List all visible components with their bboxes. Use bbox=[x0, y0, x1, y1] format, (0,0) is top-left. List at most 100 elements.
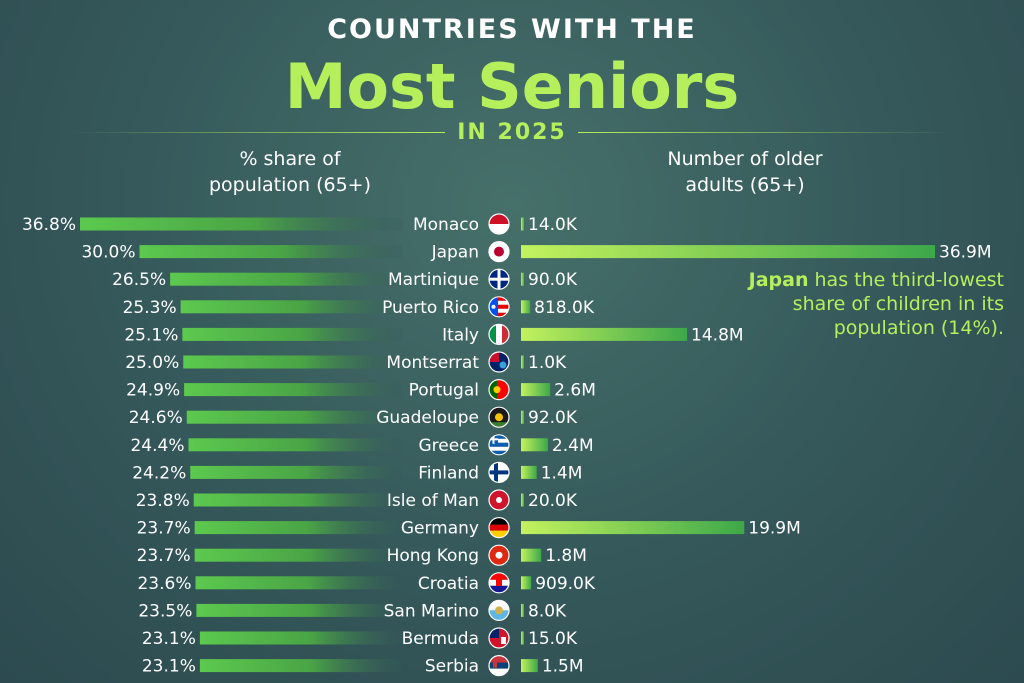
count-label-isle-of-man: 20.0K bbox=[528, 491, 578, 511]
country-label-san-marino: San Marino bbox=[384, 601, 479, 621]
title-top: COUNTRIES WITH THE bbox=[327, 14, 697, 45]
country-label-isle-of-man: Isle of Man bbox=[387, 491, 479, 511]
count-label-italy: 14.8M bbox=[691, 325, 744, 345]
share-label-monaco: 36.8% bbox=[22, 215, 76, 235]
count-bar-guadeloupe bbox=[521, 410, 524, 424]
monaco-flag-icon bbox=[488, 213, 510, 235]
country-label-puerto-rico: Puerto Rico bbox=[382, 298, 479, 318]
share-bar-san-marino bbox=[196, 603, 402, 617]
left-header-line1: % share of bbox=[239, 148, 341, 170]
count-bar-isle-of-man bbox=[521, 493, 524, 507]
count-bar-serbia bbox=[521, 659, 538, 673]
count-bar-martinique bbox=[521, 272, 524, 286]
annotation-highlight: Japan bbox=[748, 269, 809, 291]
country-label-germany: Germany bbox=[401, 519, 479, 539]
count-label-hong-kong: 1.8M bbox=[545, 546, 587, 566]
share-bar-monaco bbox=[80, 217, 402, 231]
puerto-rico-flag-icon bbox=[488, 296, 510, 318]
country-label-hong-kong: Hong Kong bbox=[387, 546, 479, 566]
right-header-line2: adults (65+) bbox=[685, 174, 805, 196]
share-label-portugal: 24.9% bbox=[126, 381, 180, 401]
montserrat-flag-icon bbox=[488, 351, 510, 373]
share-bar-finland bbox=[190, 465, 402, 479]
isle-of-man-flag-icon bbox=[488, 489, 510, 511]
share-label-martinique: 26.5% bbox=[112, 270, 166, 290]
right-header-line1: Number of older bbox=[667, 148, 823, 170]
share-label-greece: 24.4% bbox=[130, 436, 184, 456]
count-bar-bermuda bbox=[521, 631, 524, 645]
count-bar-japan bbox=[521, 245, 935, 259]
martinique-flag-icon bbox=[488, 268, 510, 290]
share-bar-puerto-rico bbox=[180, 300, 402, 314]
share-label-guadeloupe: 24.6% bbox=[129, 408, 183, 428]
count-label-portugal: 2.6M bbox=[554, 381, 596, 401]
count-label-puerto-rico: 818.0K bbox=[534, 298, 595, 318]
share-label-italy: 25.1% bbox=[124, 325, 178, 345]
germany-flag-icon bbox=[488, 516, 510, 539]
japan-annotation: Japan has the third-lowest share of chil… bbox=[700, 268, 1004, 340]
count-label-japan: 36.9M bbox=[939, 243, 992, 263]
share-label-croatia: 23.6% bbox=[137, 574, 191, 594]
country-label-serbia: Serbia bbox=[425, 657, 479, 677]
count-bar-hong-kong bbox=[521, 548, 542, 562]
count-label-finland: 1.4M bbox=[541, 463, 583, 483]
share-label-isle-of-man: 23.8% bbox=[136, 491, 190, 511]
country-label-guadeloupe: Guadeloupe bbox=[376, 408, 479, 428]
share-bar-japan bbox=[139, 245, 402, 259]
count-bar-germany bbox=[521, 521, 745, 535]
country-label-japan: Japan bbox=[431, 243, 479, 263]
share-bar-italy bbox=[182, 327, 402, 341]
share-label-montserrat: 25.0% bbox=[125, 353, 179, 373]
chart-title: Most Seniors bbox=[284, 50, 740, 123]
count-bar-san-marino bbox=[521, 603, 524, 617]
count-label-montserrat: 1.0K bbox=[528, 353, 567, 373]
share-label-serbia: 23.1% bbox=[142, 657, 196, 677]
hong-kong-flag-icon bbox=[488, 544, 510, 566]
greece-flag-icon bbox=[488, 434, 510, 456]
count-bar-montserrat bbox=[521, 355, 524, 369]
share-label-puerto-rico: 25.3% bbox=[123, 298, 177, 318]
count-label-bermuda: 15.0K bbox=[528, 629, 578, 649]
annotation-text: has the third-lowest share of children i… bbox=[792, 269, 1004, 339]
serbia-flag-icon bbox=[488, 654, 510, 677]
country-label-greece: Greece bbox=[418, 436, 479, 456]
italy-flag-icon bbox=[488, 323, 510, 345]
croatia-flag-icon bbox=[488, 572, 510, 594]
share-bar-portugal bbox=[184, 383, 402, 397]
share-bar-greece bbox=[188, 438, 402, 452]
country-label-bermuda: Bermuda bbox=[402, 629, 479, 649]
right-column-header: Number of older adults (65+) bbox=[615, 146, 875, 198]
title-year: IN 2025 bbox=[457, 120, 567, 145]
country-label-croatia: Croatia bbox=[418, 574, 479, 594]
share-bar-serbia bbox=[199, 659, 402, 673]
left-column-header: % share of population (65+) bbox=[160, 146, 420, 198]
count-bar-finland bbox=[521, 465, 537, 479]
count-label-serbia: 1.5M bbox=[542, 657, 584, 677]
share-label-bermuda: 23.1% bbox=[142, 629, 196, 649]
portugal-flag-icon bbox=[488, 379, 510, 401]
count-label-san-marino: 8.0K bbox=[528, 601, 567, 621]
count-label-guadeloupe: 92.0K bbox=[528, 408, 578, 428]
bermuda-flag-icon bbox=[488, 627, 510, 649]
count-label-monaco: 14.0K bbox=[528, 215, 578, 235]
count-bar-portugal bbox=[521, 383, 551, 397]
title-divider-left bbox=[70, 132, 445, 133]
share-label-finland: 24.2% bbox=[132, 463, 186, 483]
left-header-line2: population (65+) bbox=[208, 174, 372, 196]
san-marino-flag-icon bbox=[488, 599, 510, 622]
share-bar-germany bbox=[194, 521, 402, 535]
share-bar-martinique bbox=[170, 272, 402, 286]
country-label-italy: Italy bbox=[442, 325, 479, 345]
count-bar-croatia bbox=[521, 576, 532, 590]
share-bar-hong-kong bbox=[194, 548, 402, 562]
count-label-germany: 19.9M bbox=[748, 519, 801, 539]
count-label-croatia: 909.0K bbox=[535, 574, 596, 594]
share-bar-bermuda bbox=[199, 631, 402, 645]
count-label-martinique: 90.0K bbox=[528, 270, 578, 290]
count-bar-italy bbox=[521, 327, 688, 341]
share-bar-montserrat bbox=[183, 355, 402, 369]
country-label-martinique: Martinique bbox=[388, 270, 479, 290]
country-label-finland: Finland bbox=[418, 463, 479, 483]
country-label-monaco: Monaco bbox=[413, 215, 479, 235]
